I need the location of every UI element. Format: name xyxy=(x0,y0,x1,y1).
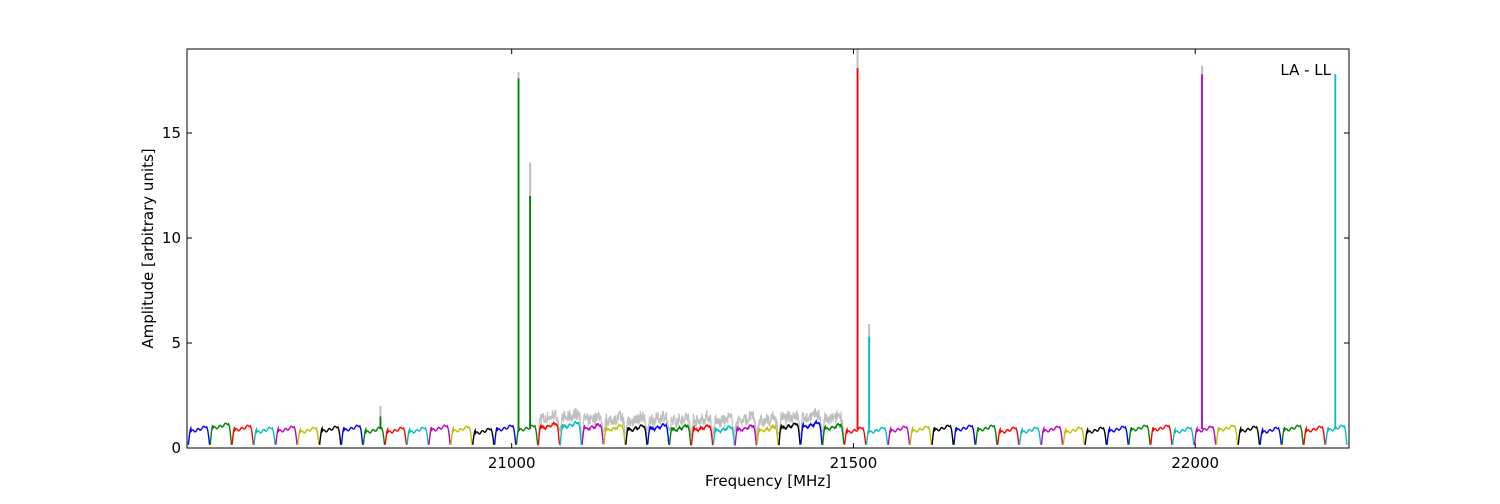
channel-series xyxy=(975,424,998,445)
x-tick-label: 21500 xyxy=(830,454,878,472)
channel-series xyxy=(1106,425,1129,445)
x-tick-label: 22000 xyxy=(1171,454,1219,472)
channel-series xyxy=(996,426,1020,445)
plot-frame xyxy=(186,48,1350,449)
channel-series xyxy=(1128,424,1151,445)
channel-series xyxy=(1303,425,1326,445)
channel-series xyxy=(384,426,408,445)
raw-spectrum-channel xyxy=(603,410,626,437)
y-tick-label: 5 xyxy=(171,334,181,352)
raw-spectrum-channel xyxy=(756,411,779,438)
channel-series-layer xyxy=(187,419,1348,446)
x-axis-label: Frequency [MHz] xyxy=(705,472,831,490)
channel-series xyxy=(340,424,364,445)
channel-series xyxy=(1084,426,1108,445)
channel-series xyxy=(450,425,473,445)
channel-series xyxy=(887,425,911,445)
channel-series xyxy=(625,424,648,446)
spike-layer xyxy=(379,49,1337,430)
channel-series xyxy=(362,426,386,445)
channel-series xyxy=(931,424,954,445)
channel-series xyxy=(493,424,517,445)
channel-series xyxy=(275,425,298,445)
raw-spectrum-channel xyxy=(581,411,604,438)
channel-series xyxy=(559,420,583,446)
channel-series xyxy=(537,420,561,446)
channel-series xyxy=(953,424,976,445)
channel-series xyxy=(865,426,889,445)
raw-spectrum-channel xyxy=(537,409,561,436)
channel-series xyxy=(668,422,692,446)
channel-series xyxy=(756,423,779,445)
y-tick-label: 10 xyxy=(162,229,181,247)
channel-series xyxy=(800,419,823,446)
tick-layer: 21000 21500 22000 0 5 10 15 xyxy=(162,49,1349,472)
raw-spectrum-channel xyxy=(734,410,757,441)
raw-spectrum-layer xyxy=(537,407,845,441)
channel-series xyxy=(1171,426,1195,445)
raw-spectrum-channel xyxy=(647,410,670,431)
channel-series xyxy=(472,427,495,445)
raw-spectrum-channel xyxy=(712,412,736,438)
channel-series xyxy=(821,422,845,446)
channel-series xyxy=(1215,424,1239,445)
channel-series xyxy=(1259,426,1283,445)
channel-series xyxy=(647,422,670,445)
channel-series xyxy=(778,422,801,446)
channel-series xyxy=(253,426,276,445)
channel-series xyxy=(1281,424,1304,445)
raw-spectrum-channel xyxy=(559,408,582,438)
channel-series xyxy=(406,426,429,445)
channel-series xyxy=(1237,425,1261,445)
channel-series xyxy=(209,422,233,445)
baseline-annotation: LA - LL xyxy=(1280,61,1331,79)
channel-series xyxy=(909,425,933,445)
channel-series xyxy=(428,424,451,445)
channel-series xyxy=(297,426,320,445)
channel-series xyxy=(1062,426,1086,445)
channel-series xyxy=(318,425,342,445)
channel-series xyxy=(187,425,211,445)
y-tick-label: 0 xyxy=(171,439,181,457)
channel-series xyxy=(1193,425,1217,445)
raw-spectrum-channel xyxy=(800,407,823,437)
raw-spectrum-channel xyxy=(690,408,714,438)
raw-spectrum-channel xyxy=(822,409,845,440)
channel-series xyxy=(1018,426,1042,445)
raw-spectrum-channel xyxy=(668,412,692,436)
channel-series xyxy=(1325,424,1348,445)
channel-series xyxy=(581,422,604,445)
channel-series xyxy=(603,423,626,445)
x-tick-label: 21000 xyxy=(488,454,536,472)
channel-series xyxy=(712,425,736,446)
channel-series xyxy=(690,424,714,446)
channel-series xyxy=(515,424,539,445)
channel-series xyxy=(1150,424,1173,445)
channel-series xyxy=(843,426,867,445)
y-tick-label: 15 xyxy=(162,124,181,142)
channel-series xyxy=(1040,425,1064,445)
channel-series xyxy=(231,424,254,445)
raw-spectrum-channel xyxy=(625,411,648,438)
y-axis-label: Amplitude [arbitrary units] xyxy=(139,148,157,348)
raw-spectrum-channel xyxy=(778,410,801,436)
channel-series xyxy=(734,423,758,446)
